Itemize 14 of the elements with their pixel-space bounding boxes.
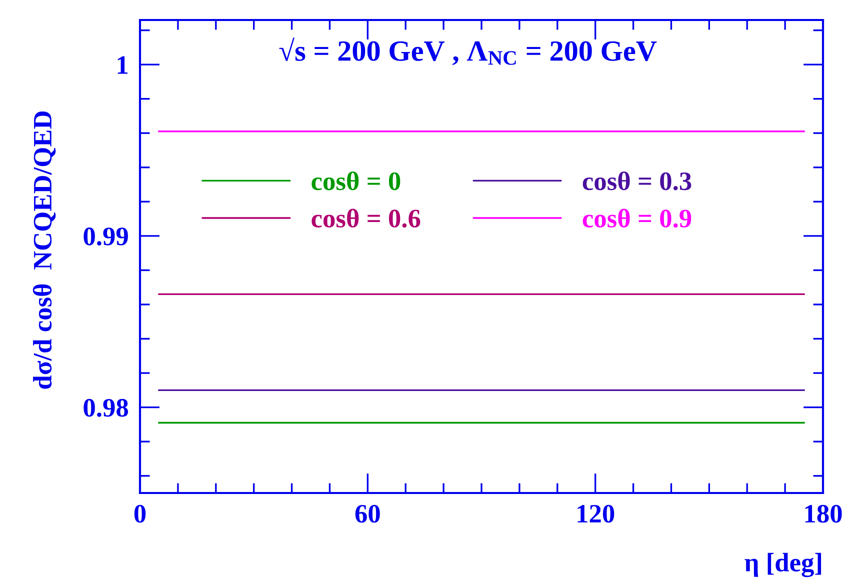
- legend-label: cosθ = 0.6: [312, 208, 420, 228]
- x-tick-label: 60: [355, 504, 380, 523]
- legend-label: cosθ = 0.3: [582, 171, 692, 190]
- y-axis-title: dσ/d cosθ NCQED/QED: [32, 111, 56, 389]
- x-tick-label: 180: [805, 504, 842, 523]
- text: √s = 200 GeV , Λ$_{NC}$ = 200 GeV: [279, 38, 657, 66]
- y-tick-label: 0.98: [84, 398, 128, 417]
- x-axis-title: η [deg]: [744, 552, 822, 578]
- legend-label: cosθ = 0: [312, 171, 400, 190]
- x-tick-label: 0: [134, 504, 146, 523]
- y-tick-label: 1: [118, 56, 128, 74]
- y-tick-label: 0.99: [84, 228, 128, 246]
- legend-label: cosθ = 0.9: [582, 208, 692, 228]
- x-tick-label: 120: [578, 504, 614, 523]
